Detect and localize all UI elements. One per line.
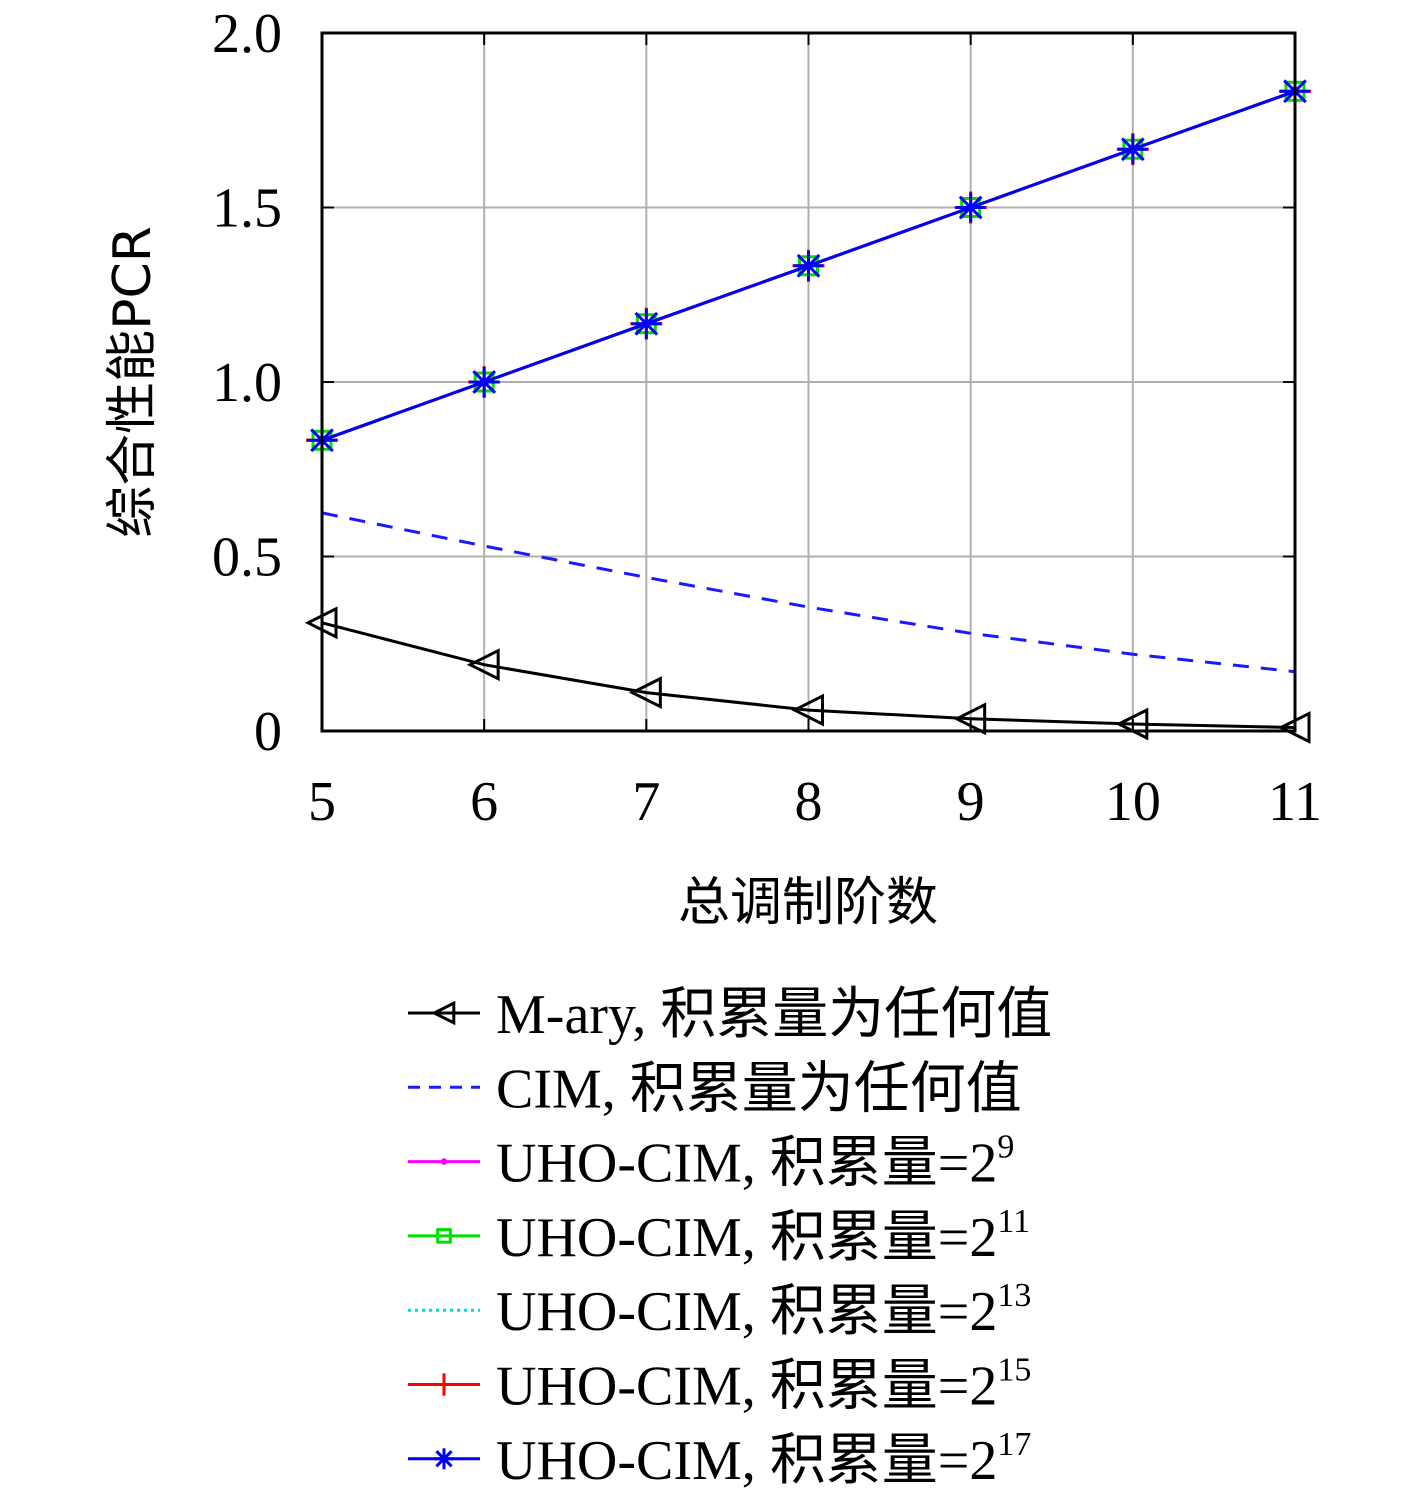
legend-label: UHO-CIM, 积累量=211 — [496, 1203, 1030, 1269]
legend-item: UHO-CIM, 积累量=211 — [408, 1203, 1030, 1269]
legend-item: UHO-CIM, 积累量=29 — [408, 1129, 1014, 1195]
legend-label: UHO-CIM, 积累量=213 — [496, 1277, 1031, 1343]
data-point — [631, 308, 662, 339]
data-point — [440, 1158, 448, 1165]
series-2 — [321, 511, 1296, 674]
series-line — [321, 511, 1296, 674]
x-tick-label: 11 — [1268, 771, 1322, 833]
data-point — [469, 367, 500, 397]
x-tick-label: 6 — [470, 771, 498, 833]
legend-item: UHO-CIM, 积累量=215 — [408, 1352, 1031, 1418]
legend-label: M-ary, 积累量为任何值 — [496, 984, 1052, 1046]
data-point — [432, 1373, 456, 1396]
y-tick-label: 1.0 — [212, 352, 282, 414]
x-tick-label: 5 — [308, 771, 336, 833]
legend-item: M-ary, 积累量为任何值 — [408, 984, 1052, 1046]
x-tick-label: 7 — [632, 771, 660, 833]
data-point — [1117, 134, 1148, 165]
data-point — [430, 1000, 456, 1026]
legend-label: UHO-CIM, 积累量=217 — [496, 1426, 1031, 1492]
y-tick-label: 2.0 — [212, 3, 282, 65]
data-point — [628, 676, 662, 710]
x-tick-label: 9 — [957, 771, 985, 833]
legend-item: UHO-CIM, 积累量=217 — [408, 1426, 1031, 1492]
data-point — [466, 648, 500, 682]
x-tick-label: 10 — [1105, 771, 1161, 833]
data-point — [955, 192, 986, 223]
ticks: 5 6 7 8 9 10 11 0 0.5 1.0 1.5 2.0 — [212, 3, 1322, 833]
legend-item: CIM, 积累量为任何值 — [408, 1058, 1022, 1120]
data-point — [791, 693, 824, 727]
legend-item: UHO-CIM, 积累量=213 — [408, 1277, 1031, 1343]
y-axis-title: 综合性能PCR — [103, 226, 163, 538]
grid — [321, 32, 1296, 732]
legend: M-ary, 积累量为任何值 CIM, 积累量为任何值 UHO-CIM, 积累量=2… — [408, 984, 1052, 1492]
y-tick-label: 0 — [254, 701, 282, 763]
data-point — [793, 250, 824, 281]
y-tick-label: 0.5 — [212, 527, 282, 589]
x-axis-title: 总调制阶数 — [678, 873, 938, 933]
y-tick-label: 1.5 — [212, 178, 282, 240]
legend-label: UHO-CIM, 积累量=215 — [496, 1352, 1031, 1418]
legend-label: UHO-CIM, 积累量=29 — [496, 1129, 1014, 1195]
x-tick-label: 8 — [795, 771, 823, 833]
legend-label: CIM, 积累量为任何值 — [496, 1058, 1022, 1120]
data-point — [436, 1228, 452, 1244]
data-point — [433, 1448, 455, 1470]
